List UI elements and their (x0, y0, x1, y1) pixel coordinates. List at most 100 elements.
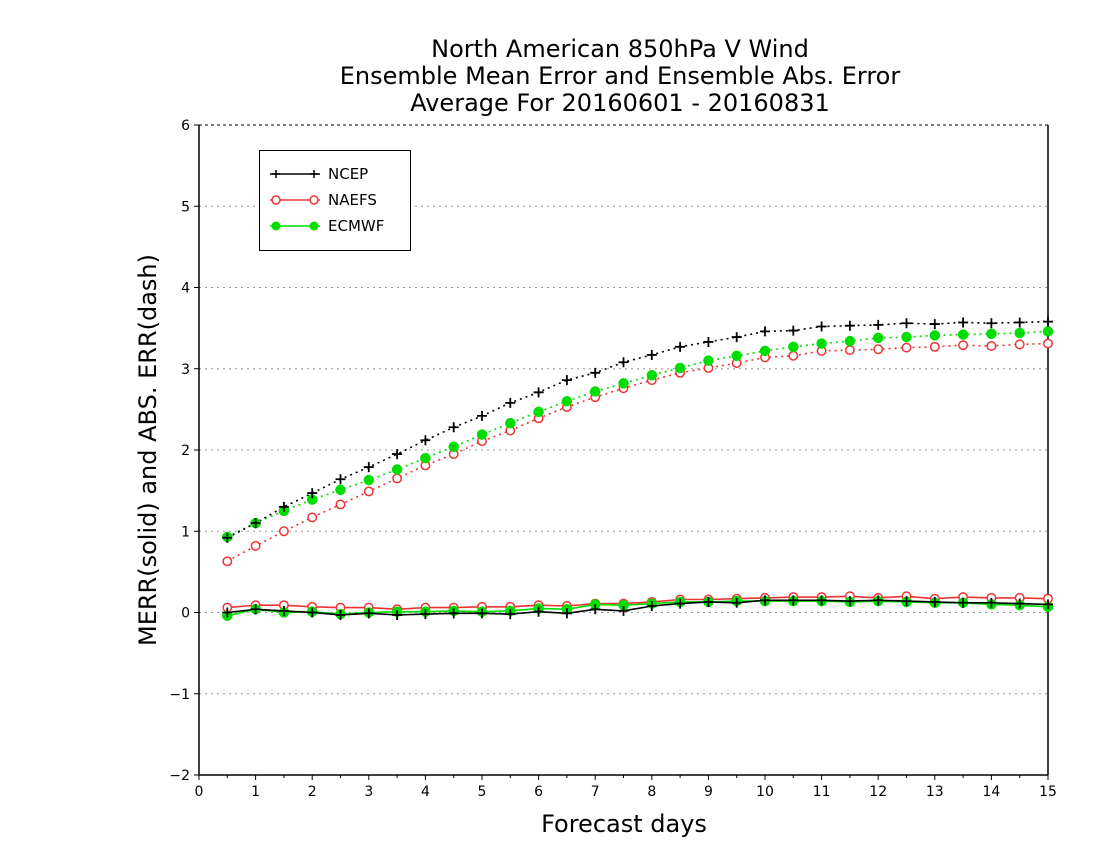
chart-title-line-3: Average For 20160601 - 20160831 (410, 89, 830, 117)
legend-item-naefs: NAEFS (268, 189, 377, 211)
point-abs-err-ecmwf (448, 441, 459, 452)
x-tick-label: 2 (308, 784, 317, 800)
y-tick-label: 3 (181, 362, 190, 378)
point-abs-err-ecmwf (476, 429, 488, 440)
point-abs-err-ecmwf (1042, 326, 1054, 337)
point-abs-err-ncep (590, 367, 601, 378)
x-tick-label: 8 (647, 784, 656, 800)
y-axis-label: MERR(solid) and ABS. ERR(dash) (134, 254, 162, 646)
point-mean-err-ncep (533, 606, 544, 617)
y-tick-label: 0 (181, 606, 190, 622)
point-abs-err-ncep (477, 410, 487, 421)
x-axis-label: Forecast days (541, 810, 707, 838)
point-abs-err-naefs (788, 350, 799, 361)
point-abs-err-ncep (561, 375, 572, 386)
point-abs-err-ecmwf (533, 406, 544, 418)
x-tick-label: 1 (251, 784, 260, 800)
legend-swatch-ncep (270, 170, 320, 178)
point-abs-err-ncep (873, 319, 884, 330)
chart-title-line-1: North American 850hPa V Wind (431, 35, 809, 63)
x-tick-label: 10 (756, 784, 774, 800)
point-abs-err-ncep (618, 357, 629, 368)
point-abs-err-ecmwf (759, 345, 771, 357)
point-mean-err-ncep (703, 596, 714, 607)
x-tick-label: 12 (869, 784, 887, 800)
point-abs-err-ncep (1014, 317, 1025, 328)
point-mean-err-ncep (448, 608, 459, 619)
point-abs-err-ncep (703, 336, 714, 347)
point-abs-err-naefs (873, 344, 884, 355)
legend-item-ncep: NCEP (268, 163, 368, 185)
x-tick-label: 15 (1039, 784, 1057, 800)
point-mean-err-ncep (561, 608, 572, 619)
point-abs-err-ncep (901, 318, 912, 329)
x-tick-label: 14 (982, 784, 1000, 800)
y-tick-label: 2 (181, 443, 190, 459)
point-abs-err-ncep (392, 449, 403, 460)
point-abs-err-ncep (958, 317, 969, 328)
point-abs-err-ecmwf (986, 328, 997, 340)
y-tick-label: 1 (181, 524, 190, 540)
point-abs-err-ncep (448, 422, 459, 433)
point-abs-err-ecmwf (731, 350, 742, 361)
y-tick-label: 5 (181, 199, 190, 215)
point-mean-err-ncep (1014, 598, 1025, 609)
point-abs-err-ncep (222, 532, 233, 543)
point-mean-err-ncep (618, 605, 629, 616)
x-tick-label: 13 (926, 784, 944, 800)
point-abs-err-naefs (307, 512, 318, 523)
point-abs-err-ecmwf (901, 331, 912, 343)
point-abs-err-ncep (646, 349, 657, 360)
point-mean-err-ncep (760, 595, 770, 606)
point-mean-err-ncep (363, 608, 374, 619)
point-abs-err-naefs (278, 526, 289, 537)
point-abs-err-ecmwf (957, 329, 969, 340)
point-abs-err-ncep (307, 488, 318, 499)
x-tick-label: 3 (364, 784, 373, 800)
point-abs-err-ecmwf (872, 332, 884, 344)
point-mean-err-ncep (278, 605, 289, 616)
point-abs-err-ecmwf (1014, 327, 1025, 339)
point-abs-err-ncep (788, 325, 799, 336)
point-mean-err-ncep (958, 597, 969, 608)
point-abs-err-ecmwf (391, 464, 403, 475)
point-abs-err-ncep (675, 341, 686, 352)
point-abs-err-naefs (1014, 339, 1025, 350)
point-abs-err-naefs (363, 486, 374, 497)
point-abs-err-ncep (1043, 316, 1053, 327)
point-mean-err-ncep (731, 597, 742, 608)
point-mean-err-ncep (250, 604, 261, 615)
legend-swatch-ecmwf (270, 221, 320, 231)
y-tick-label: 4 (181, 281, 190, 297)
point-abs-err-ncep (760, 326, 770, 337)
point-abs-err-ncep (505, 397, 516, 408)
chart-title-line-2: Ensemble Mean Error and Ensemble Abs. Er… (339, 62, 901, 90)
point-abs-err-naefs (1043, 338, 1053, 349)
point-mean-err-ncep (392, 609, 403, 620)
point-abs-err-ecmwf (844, 335, 856, 347)
point-abs-err-ncep (986, 318, 997, 329)
point-abs-err-naefs (335, 499, 346, 510)
point-mean-err-ncep (590, 604, 601, 615)
point-abs-err-ecmwf (561, 396, 573, 407)
series-abs-err-line-ncep (226, 320, 1049, 539)
point-abs-err-ncep (844, 320, 855, 331)
point-abs-err-ecmwf (646, 370, 658, 381)
point-mean-err-ncep (788, 595, 799, 606)
point-abs-err-ecmwf (363, 474, 375, 486)
x-tick-label: 7 (591, 784, 600, 800)
point-abs-err-ecmwf (618, 378, 629, 389)
point-abs-err-ecmwf (703, 355, 714, 366)
point-abs-err-ncep (731, 332, 742, 343)
point-abs-err-ecmwf (788, 341, 799, 353)
x-tick-label: 4 (421, 784, 430, 800)
point-abs-err-ecmwf (335, 484, 346, 496)
point-mean-err-ncep (420, 609, 431, 620)
point-abs-err-ncep (278, 501, 289, 512)
x-tick-label: 11 (813, 784, 831, 800)
point-abs-err-naefs (222, 556, 233, 567)
series-abs-err-line-ecmwf (226, 330, 1049, 538)
point-mean-err-ncep (816, 595, 827, 606)
point-mean-err-ncep (646, 601, 657, 611)
point-abs-err-naefs (986, 341, 997, 351)
